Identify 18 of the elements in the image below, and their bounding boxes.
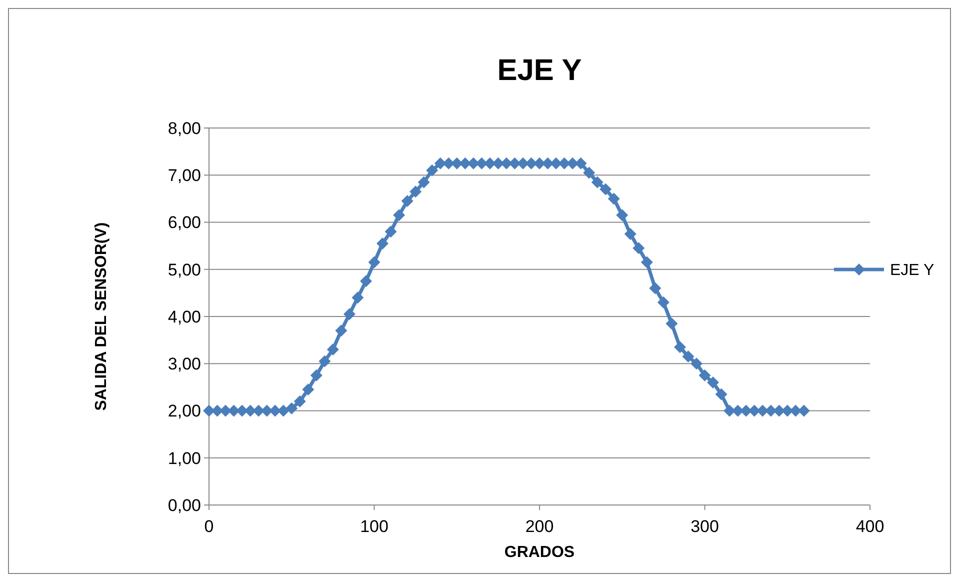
x-tick-label: 100	[360, 517, 388, 536]
y-tick-label: 7,00	[168, 166, 201, 186]
chart-title: EJE Y	[497, 54, 582, 87]
y-tick-label: 2,00	[168, 402, 201, 421]
x-tick-label: 400	[856, 517, 884, 536]
y-tick-label: 8,00	[168, 118, 201, 138]
y-tick-label: 1,00	[168, 448, 201, 468]
y-axis-title: SALIDA DEL SENSOR(V)	[93, 222, 110, 411]
x-tick-label: 200	[525, 517, 554, 536]
y-tick-label: 4,00	[168, 307, 201, 326]
y-tick-label: 6,00	[168, 213, 201, 232]
y-tick-label: 3,00	[168, 354, 201, 374]
legend-label: EJE Y	[890, 262, 934, 280]
y-tick-label: 0,00	[168, 496, 201, 515]
x-tick-label: 300	[690, 517, 719, 536]
x-axis-title: GRADOS	[504, 544, 575, 561]
y-tick-label: 5,00	[168, 260, 201, 280]
x-tick-label: 0	[204, 517, 214, 536]
